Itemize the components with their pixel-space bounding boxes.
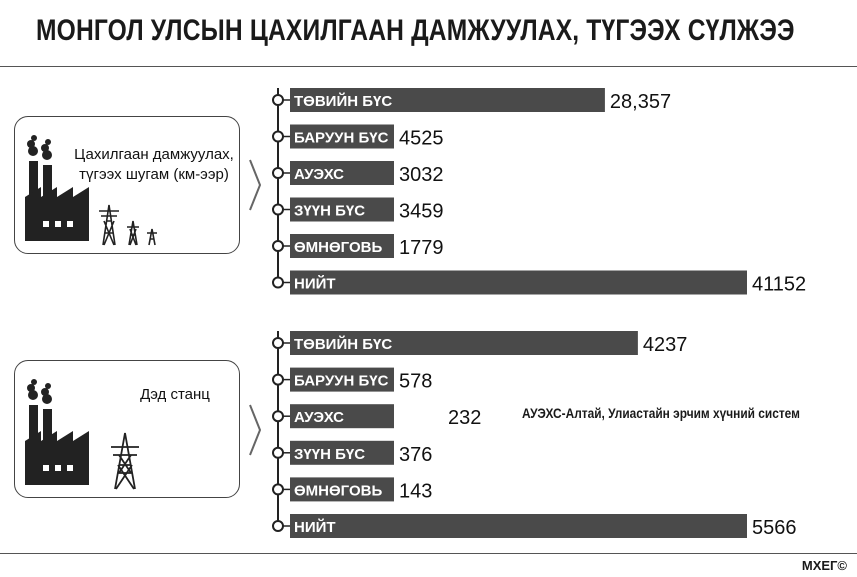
value-label: 143 [399,480,432,502]
value-label: 4525 [399,128,444,150]
timeline-dot [272,410,284,423]
bar [290,88,605,112]
bar [290,270,747,295]
factory-tower-icon [25,379,139,490]
category-label: ӨМНӨГОВЬ [294,482,382,499]
value-label: 578 [399,371,432,393]
page-title: МОНГОЛ УЛСЫН ЦАХИЛГААН ДАМЖУУЛАХ, ТҮГЭЭХ… [36,14,795,47]
chevron-right-icon [249,404,262,456]
panel-label-substations: Дэд станц [140,386,210,403]
title-divider [0,66,857,67]
value-label: 3459 [399,201,444,223]
panel-transmission-lines: Цахилгаан дамжуулах, түгээх шугам (км-ээ… [14,116,240,254]
timeline-dot [272,520,284,532]
value-label: 4237 [643,334,688,356]
timeline-dot [272,240,284,252]
bar [290,477,394,502]
timeline-dot [272,94,284,106]
category-label: БАРУУН БҮС [294,130,389,147]
category-label: АУЭХС [294,166,344,183]
category-label: ӨМНӨГОВЬ [294,239,382,256]
bar [290,197,394,222]
footer-divider [0,553,857,554]
timeline-dot [272,373,284,386]
factory-powerline-icon [25,135,157,246]
timeline-dot [272,167,284,179]
panel-label-transmission: Цахилгаан дамжуулах, түгээх шугам (км-ээ… [74,146,234,183]
timeline-dot [272,276,284,289]
timeline-dot [272,203,284,216]
panel-substations: Дэд станц [14,360,240,498]
chevron-right-icon [249,159,262,211]
bar [290,234,394,258]
value-label: 28,357 [610,91,671,113]
category-label: НИЙТ [294,518,336,536]
bar [290,161,394,185]
bar [290,124,394,149]
annotation-auehs: АУЭХС-Алтай, Улиастайн эрчим хүчний сист… [522,405,800,421]
category-label: ТӨВИЙН БҮС [294,335,392,353]
value-label: 376 [399,444,432,466]
category-label: НИЙТ [294,275,336,293]
timeline-dot [272,446,284,459]
value-label: 5566 [752,517,797,539]
timeline-dot [272,483,284,496]
value-label: 232 [448,407,481,429]
source-credit: МХЕГ© [801,558,847,573]
timeline-dot [272,130,284,143]
category-label: ТӨВИЙН БҮС [294,92,392,110]
bar [290,367,394,392]
bar [290,514,747,538]
value-label: 41152 [752,274,806,296]
value-label: 3032 [399,164,444,186]
value-label: 1779 [399,237,444,259]
timeline-dot [272,337,284,349]
category-label: АУЭХС [294,409,344,426]
category-label: ЗҮҮН БҮС [294,446,365,463]
bar [290,440,394,465]
category-label: БАРУУН БҮС [294,373,389,390]
bar [290,404,394,429]
bar [290,331,638,355]
category-label: ЗҮҮН БҮС [294,203,365,220]
